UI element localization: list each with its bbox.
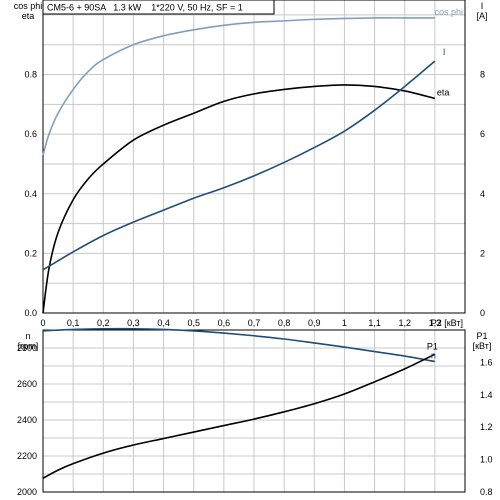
panel1-xtick: 0,5 <box>187 318 200 328</box>
panel1-series-label-eta: eta <box>437 87 450 97</box>
panel2-curve-n <box>42 327 436 363</box>
panel2-ylabel-left: n <box>25 331 30 341</box>
panel1-ytick-right: 4 <box>480 189 485 199</box>
panel1-xtick: 0,1 <box>67 318 80 328</box>
panel2-ytick-left: 2000 <box>17 487 37 497</box>
panel1-ylabel-right: [A] <box>476 11 487 21</box>
panel1-ylabel-left: cos phi <box>14 1 43 11</box>
panel1-ytick-left: 0.0 <box>24 308 37 318</box>
panel1-ytick-left: 0.4 <box>24 189 37 199</box>
panel2-ytick-left: 2400 <box>17 415 37 425</box>
panel2-ylabel-right: [кВт] <box>473 341 492 351</box>
panel1-xlabel: P2 [кВт] <box>431 318 463 328</box>
panel2-frame <box>42 329 466 493</box>
panel2-ylabel-left: [rpm] <box>18 341 39 351</box>
panel2-ytick-left: 2200 <box>17 451 37 461</box>
panel1-xtick: 0,6 <box>218 318 231 328</box>
panel1-xtick: 0 <box>40 318 45 328</box>
panel2-ytick-right: 1.4 <box>480 390 493 400</box>
panel1-curve-eta <box>42 84 436 314</box>
panel1-ylabel-right: I <box>481 1 484 11</box>
panel1-ytick-right: 6 <box>480 129 485 139</box>
panel1-ytick-left: 0.2 <box>24 248 37 258</box>
panel2-ytick-right: 1.6 <box>480 357 493 367</box>
panel1-xtick: 1,1 <box>368 318 381 328</box>
panel2-curve-p1 <box>42 353 436 479</box>
panel2-ytick-right: 1.0 <box>480 455 493 465</box>
panel1-ytick-right: 0 <box>480 308 485 318</box>
panel1-series-label-i: I <box>443 47 446 57</box>
panel1-ytick-right: 2 <box>480 248 485 258</box>
panel1-xtick: 1,3 <box>429 318 442 328</box>
panel1-xtick: 1,2 <box>398 318 411 328</box>
panel1-xtick: 0,3 <box>127 318 140 328</box>
panel1-ytick-left: 0.6 <box>24 129 37 139</box>
panel2-ytick-left: 2600 <box>17 379 37 389</box>
panel1-series-label-cos-phi: cos phi <box>434 7 463 17</box>
curve-layer <box>42 17 436 479</box>
panel2-series-label-p1: P1 <box>427 341 438 351</box>
header-text: CM5-6 + 90SA 1.3 kW 1*220 V, 50 Hz, SF =… <box>47 3 243 13</box>
panel1-xtick: 0,8 <box>278 318 291 328</box>
panel1-curve-cos-phi <box>42 17 435 156</box>
panel2-ytick-left: 2800 <box>17 343 37 353</box>
panel2-series-label-n: n <box>431 351 436 361</box>
panel1-frame <box>42 0 466 314</box>
panel1-ytick-right: 8 <box>480 70 485 80</box>
header-box <box>42 0 275 15</box>
panel1-xtick: 0,9 <box>308 318 321 328</box>
panel1-xtick: 0,4 <box>157 318 170 328</box>
panel2-ylabel-right: P1 <box>476 331 487 341</box>
panel2-ytick-right: 1.2 <box>480 422 493 432</box>
panel2-ytick-right: 0.8 <box>480 487 493 497</box>
panel1-ylabel-left: eta <box>22 11 35 21</box>
panel1-xtick: 0,2 <box>97 318 110 328</box>
panel1-ytick-left: 0.8 <box>24 70 37 80</box>
panel1-xtick: 0,7 <box>248 318 261 328</box>
panel1-curve-i <box>42 60 436 271</box>
panel1-xtick: 1 <box>342 318 347 328</box>
grid-layer <box>42 0 466 493</box>
